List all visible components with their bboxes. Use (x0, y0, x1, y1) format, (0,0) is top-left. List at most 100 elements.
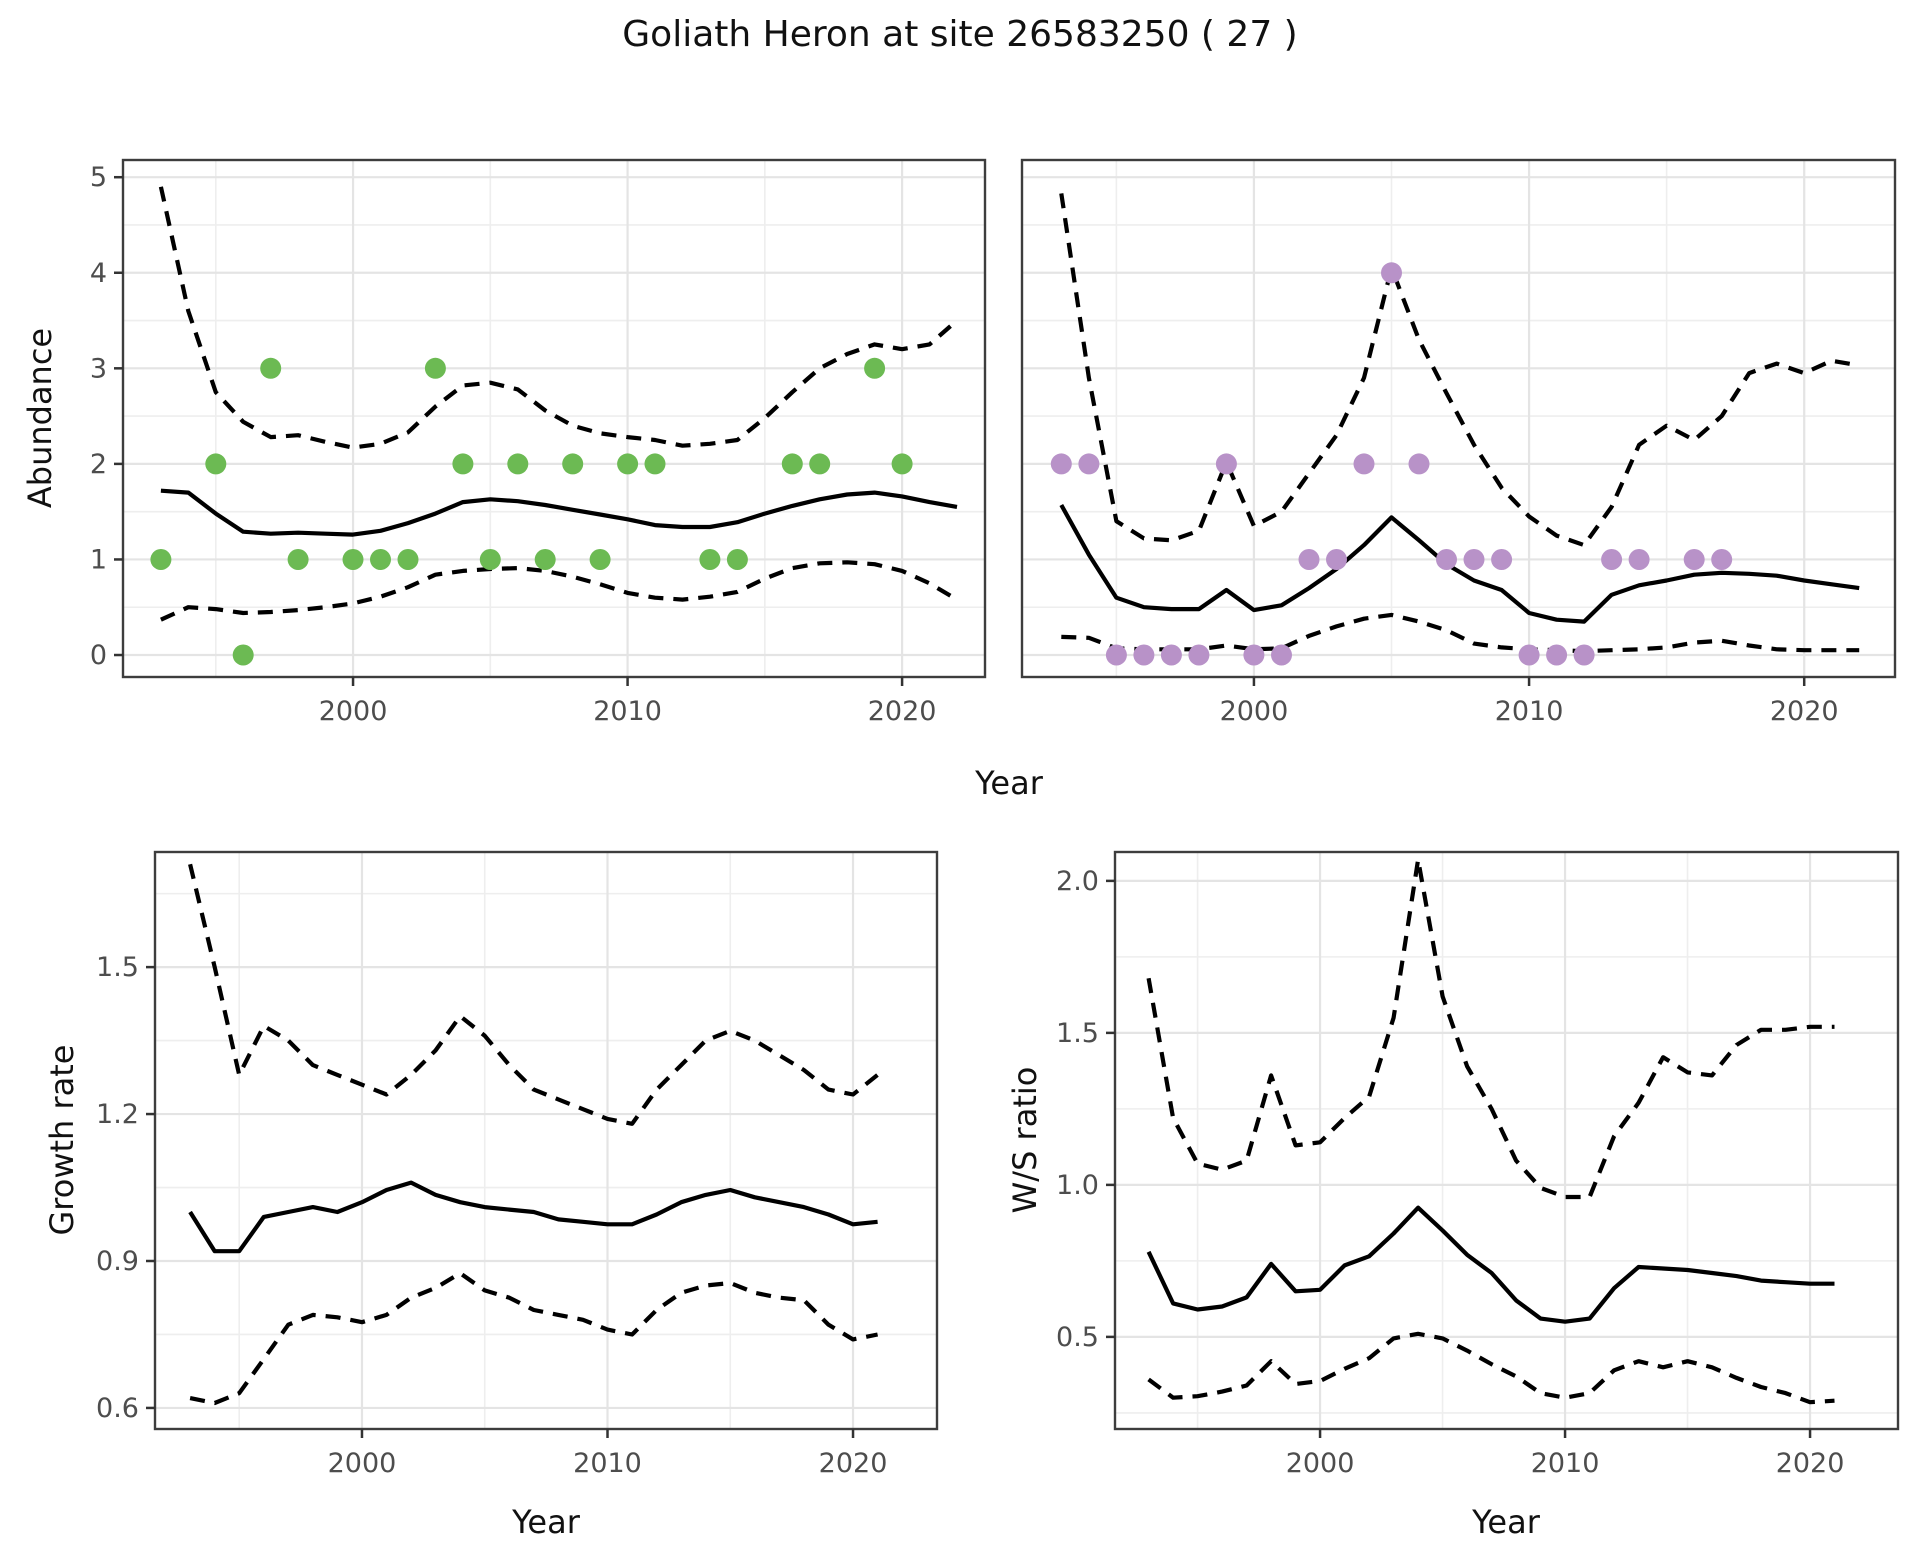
y-tick-label: 1.5 (96, 952, 139, 983)
data-point (287, 549, 309, 570)
panel-background (123, 160, 985, 677)
x-tick-label: 2000 (1286, 1448, 1355, 1479)
data-point (1408, 453, 1430, 475)
x-axis-title-year-ws: Year (1472, 1503, 1540, 1541)
panel-background (155, 852, 937, 1429)
data-point (617, 453, 639, 475)
observed-points-abundance_winter (1050, 262, 1733, 666)
series-solid-mean-fit (188, 1180, 878, 1254)
data-point (1215, 453, 1237, 475)
data-point (1353, 453, 1375, 475)
data-point (205, 453, 227, 475)
y-axis-title-ws-ratio: W/S ratio (1006, 1066, 1044, 1214)
x-tick-label: 2020 (819, 1448, 888, 1479)
data-point (1601, 549, 1623, 570)
panel-border (153, 850, 939, 1431)
y-tick-label: 5 (90, 162, 107, 193)
data-point (424, 357, 446, 379)
data-point (479, 549, 501, 570)
data-point (1711, 549, 1733, 570)
data-point (781, 453, 803, 475)
series-lines (188, 863, 879, 1406)
x-tick-label: 2000 (1220, 696, 1289, 727)
data-point (1326, 549, 1347, 570)
series-dashed-lower-95-ci (160, 560, 959, 622)
data-point (370, 549, 391, 570)
data-point (452, 453, 474, 475)
x-tick-label: 2000 (319, 696, 388, 727)
data-point (891, 453, 913, 475)
data-point (726, 549, 748, 570)
x-tick-label: 2010 (573, 1448, 642, 1479)
data-point (1298, 549, 1320, 570)
data-point (397, 549, 419, 570)
data-point (1628, 549, 1650, 570)
data-point (1133, 644, 1155, 666)
data-point (534, 549, 556, 570)
series-dashed-lower-95-ci (189, 1271, 879, 1406)
panel-border (1020, 158, 1897, 679)
y-tick-label: 4 (90, 258, 107, 289)
x-tick-label: 2010 (593, 696, 662, 727)
x-tick-label: 2000 (328, 1448, 397, 1479)
panel-border (121, 158, 987, 679)
x-tick-label: 2020 (1770, 696, 1839, 727)
data-point (232, 644, 254, 666)
x-tick-label: 2020 (868, 696, 937, 727)
x-tick-label: 2010 (1495, 696, 1564, 727)
data-point (1518, 644, 1540, 666)
data-point (1683, 549, 1705, 570)
panel-abundance_winter: 2000 2010 2020 (1020, 158, 1897, 727)
y-axis-title-growth-rate: Growth rate (43, 1044, 81, 1236)
y-tick-label: 0 (90, 640, 107, 671)
series-dashed-upper-95-ci (1059, 193, 1860, 548)
y-tick-label: 0.9 (96, 1246, 139, 1277)
panel-ws_ratio: 2000 2010 2020 0.5 1.0 1.5 2.0 (1056, 850, 1900, 1479)
panel-abundance_summer: 2000 2010 2020 0 1 2 3 4 5 (90, 158, 987, 727)
y-tick-label: 1 (90, 544, 107, 575)
y-tick-label: 1.0 (1056, 1170, 1099, 1201)
data-point (562, 453, 584, 475)
y-axis-title-abundance: Abundance (21, 327, 59, 509)
data-point (1243, 644, 1265, 666)
data-point (1381, 262, 1402, 284)
x-axis-title-year-top: Year (975, 764, 1043, 802)
series-dashed-upper-95-ci (158, 186, 959, 450)
data-point (1105, 644, 1127, 666)
data-point (864, 357, 886, 379)
data-point (1546, 644, 1568, 666)
page-title: Goliath Heron at site 26583250 ( 27 ) (622, 14, 1298, 55)
data-point (809, 453, 831, 475)
observed-points-abundance_summer (150, 357, 913, 666)
data-point (589, 549, 611, 570)
y-tick-label: 0.6 (96, 1393, 139, 1424)
series-dashed-upper-95-ci (188, 863, 879, 1126)
y-tick-label: 1.2 (96, 1099, 139, 1130)
series-dashed-lower-95-ci (1147, 1331, 1835, 1405)
x-axis-title-year-growth: Year (512, 1503, 580, 1541)
data-point (1160, 644, 1182, 666)
x-tick-label: 2020 (1776, 1448, 1845, 1479)
data-point (1050, 453, 1072, 475)
y-tick-label: 2.0 (1056, 866, 1099, 897)
data-point (644, 453, 666, 475)
data-point (1271, 644, 1292, 666)
series-solid-mean-fit (160, 488, 958, 537)
data-point (507, 453, 529, 475)
data-point (1078, 453, 1100, 475)
data-point (1463, 549, 1485, 570)
y-tick-label: 3 (90, 353, 107, 384)
data-point (1436, 549, 1457, 570)
data-point (699, 549, 721, 570)
data-point (1188, 644, 1210, 666)
series-solid-mean-fit (1146, 1205, 1835, 1324)
data-point (150, 549, 172, 570)
y-tick-label: 2 (90, 449, 107, 480)
x-tick-label: 2010 (1531, 1448, 1600, 1479)
panel-border (1113, 850, 1900, 1431)
data-point (342, 549, 364, 570)
series-lines (1146, 857, 1835, 1405)
data-point (260, 357, 282, 379)
